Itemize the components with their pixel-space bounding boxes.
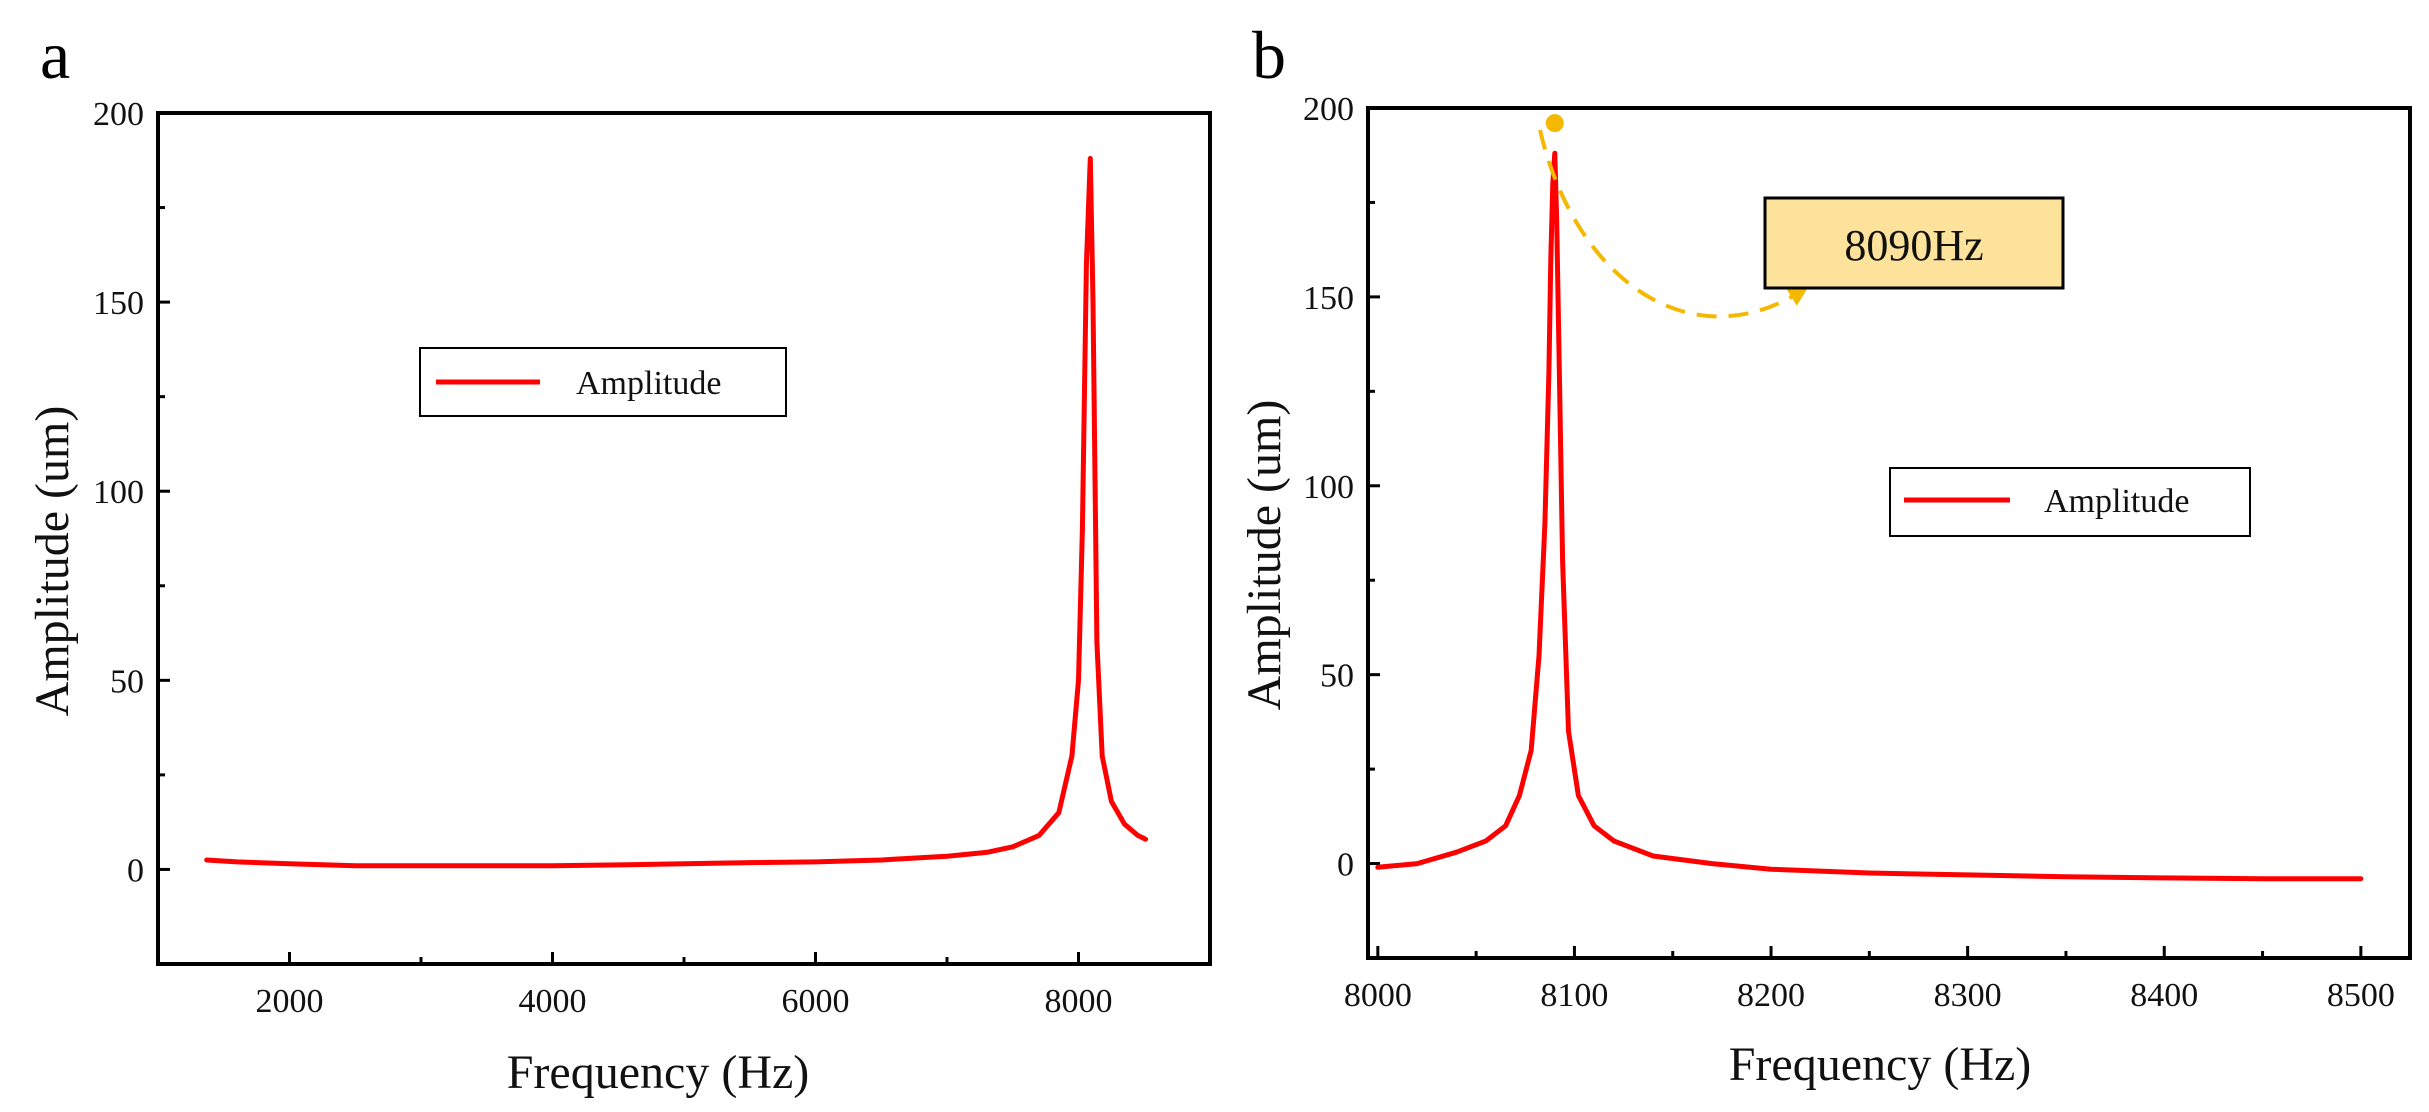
y-tick-label-a-4: 200 [93, 96, 144, 133]
x-tick-label-a-0: 2000 [256, 983, 324, 1020]
plot-frame-a [156, 111, 1212, 966]
x-tick-label-b-4: 8400 [2130, 977, 2198, 1014]
plot-frame-b [1366, 106, 2412, 960]
y-axis-title-a: Amplitude (um) [26, 406, 79, 717]
x-axis-title-b: Frequency (Hz) [1729, 1038, 2032, 1091]
y-tick-label-b-2: 100 [1303, 469, 1354, 506]
chart-panel-b: 8000 8100 8200 8300 8400 8500 0 50 100 150 200 Fr… [1238, 91, 2412, 1091]
x-tick-label-b-2: 8200 [1737, 977, 1805, 1014]
peak-marker [1545, 114, 1564, 133]
y-tick-label-b-4: 200 [1303, 91, 1354, 128]
y-axis-title-b: Amplitude (um) [1238, 400, 1291, 711]
y-tick-label-a-1: 50 [110, 663, 144, 700]
x-tick-label-a-3: 8000 [1045, 983, 1113, 1020]
x-tick-label-b-3: 8300 [1934, 977, 2002, 1014]
legend-label-a: Amplitude [576, 365, 721, 402]
panel-label-b: b [1252, 17, 1286, 93]
panel-label-a: a [40, 17, 70, 93]
x-tick-label-b-1: 8100 [1540, 977, 1608, 1014]
y-tick-label-b-3: 150 [1303, 280, 1354, 317]
callout-box [1763, 196, 2065, 290]
peak-callout: 8090Hz [1538, 114, 2065, 319]
series-line-a-0 [204, 155, 1149, 869]
y-tick-label-a-0: 0 [127, 852, 144, 889]
chart-panel-a: 2000 4000 6000 8000 0 50 100 150 200 Frequency … [26, 96, 1212, 1099]
y-tick-label-b-0: 0 [1337, 847, 1354, 884]
legend-a: Amplitude [419, 347, 787, 417]
legend-b: Amplitude [1889, 467, 2251, 537]
x-tick-label-b-5: 8500 [2327, 977, 2395, 1014]
x-tick-label-a-2: 6000 [782, 983, 850, 1020]
y-tick-label-a-2: 100 [93, 474, 144, 511]
legend-label-b: Amplitude [2044, 483, 2189, 520]
x-tick-label-b-0: 8000 [1344, 977, 1412, 1014]
callout-arrow [1538, 129, 1809, 319]
x-axis-title-a: Frequency (Hz) [507, 1046, 810, 1099]
y-tick-label-b-1: 50 [1320, 658, 1354, 695]
y-tick-label-a-3: 150 [93, 285, 144, 322]
series-line-b-0 [1375, 150, 2364, 882]
callout-label: 8090Hz [1844, 221, 1983, 270]
x-tick-label-a-1: 4000 [519, 983, 587, 1020]
